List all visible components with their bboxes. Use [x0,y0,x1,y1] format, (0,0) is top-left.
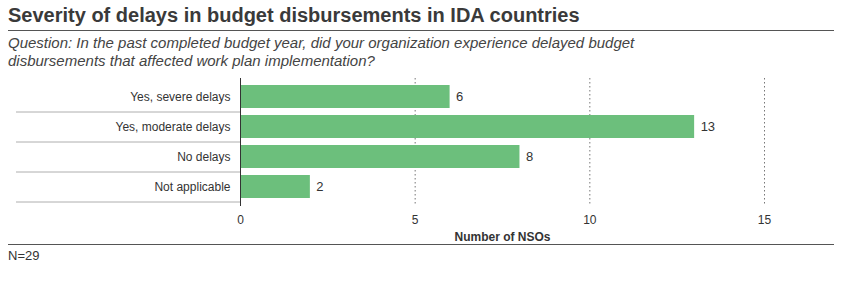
svg-text:0: 0 [237,213,244,227]
svg-text:15: 15 [758,213,772,227]
svg-text:No delays: No delays [177,150,230,164]
svg-text:Not applicable: Not applicable [154,180,230,194]
svg-text:13: 13 [701,119,715,134]
svg-text:Number of NSOs: Number of NSOs [454,230,550,244]
svg-text:Yes, moderate delays: Yes, moderate delays [116,120,231,134]
svg-text:6: 6 [456,89,463,104]
svg-text:2: 2 [316,179,323,194]
html-text:N=29: N=29 [8,248,40,263]
html-text:Severity of delays in budget d: Severity of delays in budget disbursemen… [8,4,580,26]
html-text:Question: In the past complete: Question: In the past completed budget y… [8,34,635,69]
svg-text:8: 8 [526,149,533,164]
svg-text:10: 10 [583,213,597,227]
svg-text:5: 5 [412,213,419,227]
svg-text:Yes, severe delays: Yes, severe delays [130,90,230,104]
